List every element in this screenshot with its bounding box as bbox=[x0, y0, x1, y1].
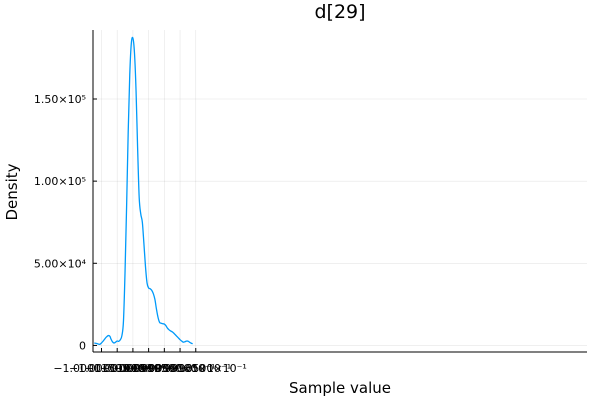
x-tick-label: −9.9999500×10⁻¹ bbox=[113, 362, 215, 375]
x-tick-label: −9.9998500×10⁻¹ bbox=[145, 362, 247, 375]
y-tick-label: 1.00×10⁵ bbox=[34, 175, 86, 188]
x-tick-label: −1.0000100×10⁰ bbox=[69, 362, 166, 375]
y-tick-label: 0 bbox=[79, 339, 86, 352]
y-axis-label: Density bbox=[3, 163, 21, 220]
series-group bbox=[94, 36, 193, 346]
axes bbox=[92, 30, 587, 353]
y-tick-label: 5.00×10⁴ bbox=[34, 257, 87, 270]
chart-title: d[29] bbox=[314, 1, 365, 23]
x-axis-label: Sample value bbox=[289, 379, 391, 397]
x-tick-labels: −1.0000150×10⁰−1.0000100×10⁰−1.0000050×1… bbox=[53, 348, 247, 375]
x-tick-label: −9.9999000×10⁻¹ bbox=[129, 362, 231, 375]
x-tick-label: −1.0000000×10⁰ bbox=[100, 362, 197, 375]
density-line bbox=[94, 36, 193, 346]
y-tick-label: 1.50×10⁵ bbox=[34, 93, 86, 106]
x-tick-label: −1.0000150×10⁰ bbox=[53, 362, 150, 375]
y-tick-labels: 0 5.00×10⁴ 1.00×10⁵ 1.50×10⁵ bbox=[34, 93, 97, 352]
grid-lines bbox=[93, 30, 587, 352]
x-tick-label: −1.0000050×10⁰ bbox=[85, 362, 182, 375]
